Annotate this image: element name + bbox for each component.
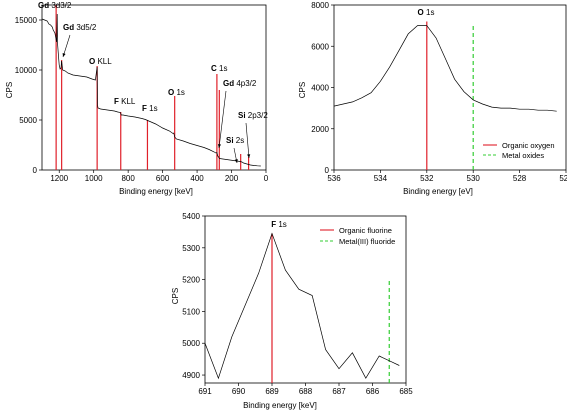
y-tick-label: 5000	[182, 339, 200, 348]
chart1-ylabel: CPS	[5, 82, 14, 98]
peak-element: O	[418, 8, 424, 17]
y-tick-label: 6000	[311, 42, 329, 51]
x-tick-label: 691	[198, 387, 212, 396]
peak-orbital: 1s	[174, 88, 185, 97]
x-tick-label: 526	[559, 174, 567, 183]
peak-annotation: Si 2s	[226, 136, 244, 145]
legend-label: Organic fluorine	[339, 226, 392, 235]
peak-annotation: F KLL	[114, 97, 136, 106]
peak-annotation: Gd 3d5/2	[63, 23, 97, 32]
legend-label: Metal(III) fluoride	[339, 237, 395, 246]
annotation-arrowhead	[234, 159, 238, 163]
x-tick-label: 600	[156, 174, 170, 183]
peak-annotation: O 1s	[168, 88, 185, 97]
peak-orbital: 1s	[217, 64, 228, 73]
x-tick-label: 200	[225, 174, 239, 183]
peak-annotation: Gd 3d3/2	[38, 1, 72, 10]
peak-element: Gd	[223, 79, 234, 88]
peak-orbital: KLL	[95, 57, 112, 66]
peak-orbital: KLL	[119, 97, 136, 106]
x-tick-label: 532	[420, 174, 434, 183]
f1s-spectrum-chart: CPS Binding energy [keV] 691 690 689 688 687…	[171, 212, 413, 410]
peak-annotation: F 1s	[142, 104, 158, 113]
peak-orbital: 4p3/2	[234, 79, 257, 88]
y-tick-label: 5400	[182, 212, 200, 221]
x-tick-label: 800	[121, 174, 135, 183]
peak-element: C	[211, 64, 217, 73]
peak-element: O	[89, 57, 95, 66]
survey-spectrum-chart: CPS Binding energy [keV] 1200 1000 800 600 4…	[5, 1, 269, 196]
peak-annotation: O KLL	[89, 57, 112, 66]
x-tick-label: 534	[374, 174, 388, 183]
legend-label: Organic oxygen	[502, 141, 555, 150]
x-tick-label: 1200	[50, 174, 68, 183]
y-tick-label: 2000	[311, 125, 329, 134]
annotation-arrowhead	[247, 154, 251, 158]
x-tick-label: 690	[232, 387, 246, 396]
peak-element: Si	[238, 111, 246, 120]
x-tick-label: 686	[366, 387, 380, 396]
x-tick-label: 528	[513, 174, 527, 183]
x-tick-label: 1000	[85, 174, 103, 183]
peak-annotation: Si 2p3/2	[238, 111, 268, 120]
y-tick-label: 8000	[311, 1, 329, 10]
legend-label: Metal oxides	[502, 151, 544, 160]
o1s-spectrum-chart: CPS Binding energy [eV] 536 534 532 530 528 5…	[298, 1, 567, 196]
peak-element: Gd	[38, 1, 49, 10]
peak-orbital: 2p3/2	[246, 111, 269, 120]
y-tick-label: 0	[33, 166, 38, 175]
y-tick-label: 4900	[182, 371, 200, 380]
peak-element: F	[142, 104, 147, 113]
y-tick-label: 5000	[19, 116, 37, 125]
x-tick-label: 0	[264, 174, 269, 183]
peak-orbital: 2s	[234, 136, 245, 145]
x-tick-label: 687	[332, 387, 346, 396]
y-tick-label: 0	[325, 166, 330, 175]
y-tick-label: 4000	[311, 84, 329, 93]
peak-orbital: 1s	[424, 8, 435, 17]
peak-annotation: O 1s	[418, 8, 435, 17]
x-tick-label: 530	[467, 174, 481, 183]
peak-element: F	[114, 97, 119, 106]
annotation-arrow	[218, 90, 227, 149]
chart2-xlabel: Binding energy [eV]	[403, 187, 473, 196]
chart2-ylabel: CPS	[298, 82, 307, 98]
spectrum-line	[333, 25, 557, 112]
y-tick-label: 5200	[182, 276, 200, 285]
peak-orbital: 1s	[276, 220, 287, 229]
x-tick-label: 536	[327, 174, 341, 183]
peak-orbital: 1s	[147, 104, 158, 113]
peak-element: Si	[226, 136, 234, 145]
annotation-arrowhead	[62, 53, 66, 57]
y-tick-label: 15000	[15, 16, 38, 25]
chart3-ylabel: CPS	[171, 288, 180, 304]
y-tick-label: 5300	[182, 244, 200, 253]
peak-annotation: C 1s	[211, 64, 227, 73]
annotation-arrow	[245, 122, 250, 159]
x-tick-label: 689	[265, 387, 279, 396]
peak-orbital: 3d5/2	[74, 23, 97, 32]
annotation-arrow	[62, 34, 71, 58]
x-tick-label: 685	[399, 387, 413, 396]
chart3-xlabel: Binding energy [keV]	[243, 401, 317, 410]
spectrum-line	[204, 232, 400, 380]
annotation-arrowhead	[217, 144, 221, 148]
peak-element: O	[168, 88, 174, 97]
y-tick-label: 5100	[182, 307, 200, 316]
peak-element: Gd	[63, 23, 74, 32]
x-tick-label: 400	[190, 174, 204, 183]
peak-annotation: Gd 4p3/2	[223, 79, 257, 88]
plot-frame	[41, 4, 267, 171]
peak-annotation: F 1s	[271, 220, 287, 229]
peak-orbital: 3d3/2	[49, 1, 72, 10]
chart1-xlabel: Binding energy [keV]	[119, 187, 193, 196]
spectrum-line	[41, 13, 261, 167]
peak-element: F	[271, 220, 276, 229]
x-tick-label: 688	[299, 387, 313, 396]
y-tick-label: 10000	[15, 66, 38, 75]
